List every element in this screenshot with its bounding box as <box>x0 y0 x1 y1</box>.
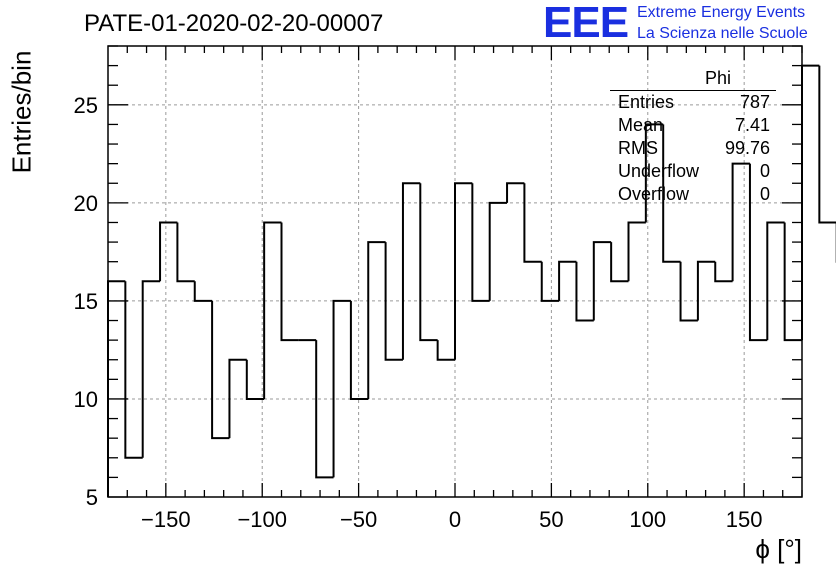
histogram-bin <box>696 260 716 321</box>
histogram-bin <box>141 280 161 458</box>
x-tick-label: 100 <box>629 507 666 532</box>
histogram-bin <box>540 261 560 302</box>
histogram-bin <box>748 163 768 342</box>
stats-label: Entries <box>618 92 675 112</box>
histogram-bin <box>159 221 178 282</box>
stats-value: 787 <box>739 92 770 112</box>
histogram-bin <box>714 261 733 283</box>
histogram-bin <box>349 300 369 400</box>
histogram-bin <box>592 241 612 321</box>
x-tick-label: 0 <box>449 507 461 532</box>
x-axis-label: ϕ [°] <box>755 534 802 564</box>
stats-row-overflow: Overflow 0 <box>610 183 776 206</box>
histogram-bin <box>384 242 403 361</box>
stats-value: 0 <box>759 161 770 181</box>
histogram-bin <box>436 340 455 361</box>
y-axis-label: Entries/bin <box>6 50 37 174</box>
histogram-bin <box>176 222 195 283</box>
histogram-bin <box>193 281 213 302</box>
histogram-bin <box>471 183 490 302</box>
chart-title: PATE-01-2020-02-20-00007 <box>84 10 384 37</box>
histogram-bin <box>575 261 594 322</box>
stats-label: RMS <box>618 138 658 158</box>
stats-row-rms: RMS 99.76 <box>610 137 776 160</box>
histogram-bin <box>245 359 265 400</box>
histogram-bin <box>280 222 299 342</box>
org-name-line1: Extreme Energy Events <box>637 4 806 21</box>
org-name-line2: La Scienza nelle Scuole <box>637 25 808 42</box>
x-tick-label: −100 <box>237 507 287 532</box>
histogram-bin <box>731 162 750 282</box>
x-tick-label: 150 <box>726 507 763 532</box>
histogram-bin <box>523 183 542 263</box>
histogram-bin <box>558 260 577 301</box>
histogram-bin <box>801 64 820 341</box>
stats-label: Overflow <box>618 184 690 204</box>
histogram-bin <box>211 300 230 440</box>
stats-name: Phi <box>610 66 776 91</box>
histogram-bin <box>627 221 646 282</box>
histogram-series <box>107 64 836 497</box>
stats-label: Underflow <box>618 161 700 181</box>
histogram-bin <box>401 182 421 360</box>
stats-row-underflow: Underflow 0 <box>610 160 776 183</box>
stats-box: Phi Entries 787 Mean 7.41 RMS 99.76 Unde… <box>610 66 776 206</box>
histogram-bin <box>124 281 143 459</box>
histogram-bin <box>419 183 438 342</box>
histogram-bin <box>662 124 681 263</box>
x-tick-label: −150 <box>141 507 191 532</box>
histogram-bin <box>818 65 836 224</box>
histogram-bin <box>644 123 664 223</box>
histogram-bin <box>488 201 508 301</box>
stats-value: 7.41 <box>734 115 770 135</box>
stats-label: Mean <box>618 115 664 135</box>
eee-logo: EEE <box>543 0 629 47</box>
histogram-bin <box>315 340 334 479</box>
axis-ticks <box>108 45 803 498</box>
histogram-bin <box>367 241 386 399</box>
histogram-bin <box>766 221 785 341</box>
x-tick-label: 50 <box>539 507 563 532</box>
histogram-bin <box>610 242 629 283</box>
y-tick-label: 15 <box>74 289 98 314</box>
y-tick-label: 20 <box>74 191 98 216</box>
histogram-bin <box>228 358 247 439</box>
y-tick-label: 25 <box>74 93 98 118</box>
histogram-bin <box>263 221 282 399</box>
stats-row-mean: Mean 7.41 <box>610 114 776 137</box>
histogram-bin <box>107 280 126 497</box>
stats-value: 99.76 <box>724 138 770 158</box>
histogram-bin <box>506 182 525 203</box>
histogram-bin <box>679 261 698 322</box>
stats-value: 0 <box>759 184 770 204</box>
tick-labels: −150 −100 −50 0 50 100 150 5 10 15 20 25 <box>74 93 763 532</box>
x-tick-label: −50 <box>340 507 377 532</box>
histogram-bin <box>454 182 473 360</box>
histogram-bin <box>332 299 351 478</box>
y-tick-label: 10 <box>74 387 98 412</box>
stats-row-entries: Entries 787 <box>610 91 776 114</box>
y-tick-label: 5 <box>86 485 98 510</box>
